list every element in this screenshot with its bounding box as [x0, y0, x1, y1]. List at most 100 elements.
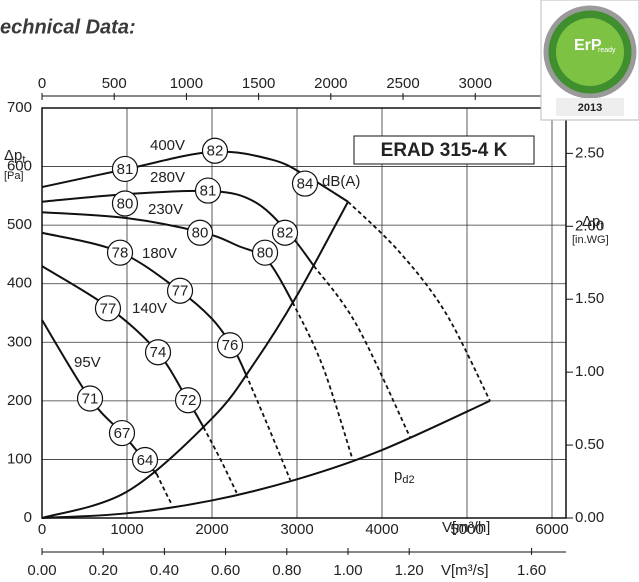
badge-strip	[556, 98, 624, 116]
y2-tick-label: 0.00	[575, 509, 604, 526]
sound-level-marker	[216, 332, 244, 359]
pd2-sub: d2	[402, 474, 414, 486]
fan-curve-extension	[291, 302, 354, 459]
x2-tick-label: 0.80	[272, 562, 301, 579]
model-box	[353, 135, 535, 165]
sound-level-marker	[108, 419, 136, 447]
sound-level-marker	[194, 177, 222, 204]
y-sub: t	[22, 154, 25, 166]
badge-year: 2013	[578, 102, 602, 114]
y-tick-label: 400	[7, 275, 32, 292]
badge: ErP ready 2013	[540, 0, 639, 121]
sound-level-label: 82	[207, 143, 224, 160]
y-tick-label: 200	[7, 392, 32, 409]
sound-level-marker	[94, 295, 122, 322]
sound-level-label: 84	[297, 176, 314, 193]
sound-level-marker	[166, 277, 194, 304]
badge-sub: ready	[598, 47, 616, 54]
sound-level-label: 76	[222, 337, 239, 354]
sound-level-marker	[291, 170, 319, 197]
fan-curve-extension	[313, 265, 411, 438]
x-top-tick-label: 1000	[170, 75, 203, 92]
fan-curve-extension	[347, 201, 491, 402]
sound-level-label: 82	[277, 225, 294, 242]
x-tick-label: 3000	[280, 521, 313, 538]
sound-level-label: 67	[114, 425, 131, 442]
y-tick-label: 600	[7, 158, 32, 175]
y-unit: [Pa]	[4, 170, 24, 182]
sound-level-label: 77	[100, 300, 117, 317]
y-symbol: Δp	[4, 147, 22, 164]
sound-level-label: 80	[117, 195, 134, 212]
y-tick-label: 700	[7, 99, 32, 116]
pd2-curve	[41, 399, 491, 519]
x2-tick-label: 0.00	[27, 562, 56, 579]
sound-level-marker	[251, 239, 279, 266]
pd2-symbol: p	[394, 467, 402, 484]
y2-axis-label: Δpt	[582, 213, 603, 232]
marks	[41, 150, 491, 519]
unit-note: dB(A)	[322, 173, 360, 190]
x2-tick-label: 0.20	[89, 562, 118, 579]
y2-sub: t	[600, 220, 603, 232]
x2-tick-label: 1.20	[395, 562, 424, 579]
series-label: 280V	[150, 169, 185, 186]
pd2-label: pd2	[394, 467, 415, 486]
y-tick-label: 300	[7, 333, 32, 350]
fan-curve-extension	[155, 473, 173, 506]
y-tick-label: 0	[24, 509, 32, 526]
x-axis-label: V[m³/h]	[442, 519, 490, 536]
model-label: ERAD 315-4 K	[381, 140, 508, 161]
series-label: 140V	[132, 300, 167, 317]
y2-tick-label: 1.00	[575, 363, 604, 380]
y-axis-label: Δpt	[4, 147, 25, 166]
y2-tick-label: 1.50	[575, 290, 604, 307]
sound-level-label: 71	[82, 390, 99, 407]
x2-axis-label: V[m³/s]	[441, 562, 489, 579]
x-top-tick-label: 2000	[314, 75, 347, 92]
fan-curve-extension	[245, 374, 292, 481]
sound-level-marker	[111, 155, 139, 183]
sound-level-marker	[271, 219, 299, 246]
sound-level-label: 77	[172, 283, 189, 300]
system-curve	[41, 201, 349, 519]
series-label: 230V	[148, 201, 183, 218]
y2-unit: [in.WG]	[572, 234, 609, 246]
x-top-tick-label: 2500	[386, 75, 419, 92]
sound-level-label: 74	[150, 344, 167, 361]
sound-level-marker	[76, 385, 104, 412]
y2-symbol: Δp	[582, 213, 600, 230]
plot-frame	[41, 107, 567, 519]
y2-tick-label: 2.50	[575, 144, 604, 161]
x-top-tick-label: 1500	[242, 75, 275, 92]
x-tick-label: 1000	[110, 521, 143, 538]
x2-tick-label: 0.40	[150, 562, 179, 579]
sound-level-marker	[111, 190, 139, 217]
sound-level-marker	[106, 239, 134, 266]
x-top-tick-label: 3000	[459, 75, 492, 92]
series-label: 180V	[142, 245, 177, 262]
sound-level-label: 72	[180, 392, 197, 409]
sound-level-label: 78	[112, 245, 129, 262]
sound-level-label: 81	[117, 161, 134, 178]
x-tick-label: 5000	[450, 521, 483, 538]
x-top-tick-label: 0	[38, 75, 46, 92]
badge-inner	[556, 18, 624, 86]
sound-level-label: 64	[137, 452, 154, 469]
sound-level-marker	[186, 219, 214, 246]
title: echnical Data:	[0, 16, 136, 38]
fan-curve-extension	[202, 426, 238, 494]
y-tick-label: 500	[7, 216, 32, 233]
y2-tick-label: 0.50	[575, 436, 604, 453]
sound-level-marker	[144, 339, 172, 366]
sound-level-label: 80	[192, 225, 209, 242]
sound-level-marker	[201, 137, 229, 164]
sound-level-label: 80	[257, 245, 274, 262]
y-tick-label: 100	[7, 450, 32, 467]
sound-level-label: 81	[200, 183, 217, 200]
x2-tick-label: 1.00	[333, 562, 362, 579]
sound-level-marker	[131, 446, 159, 474]
x-tick-label: 0	[38, 521, 46, 538]
series-label: 95V	[74, 354, 101, 371]
